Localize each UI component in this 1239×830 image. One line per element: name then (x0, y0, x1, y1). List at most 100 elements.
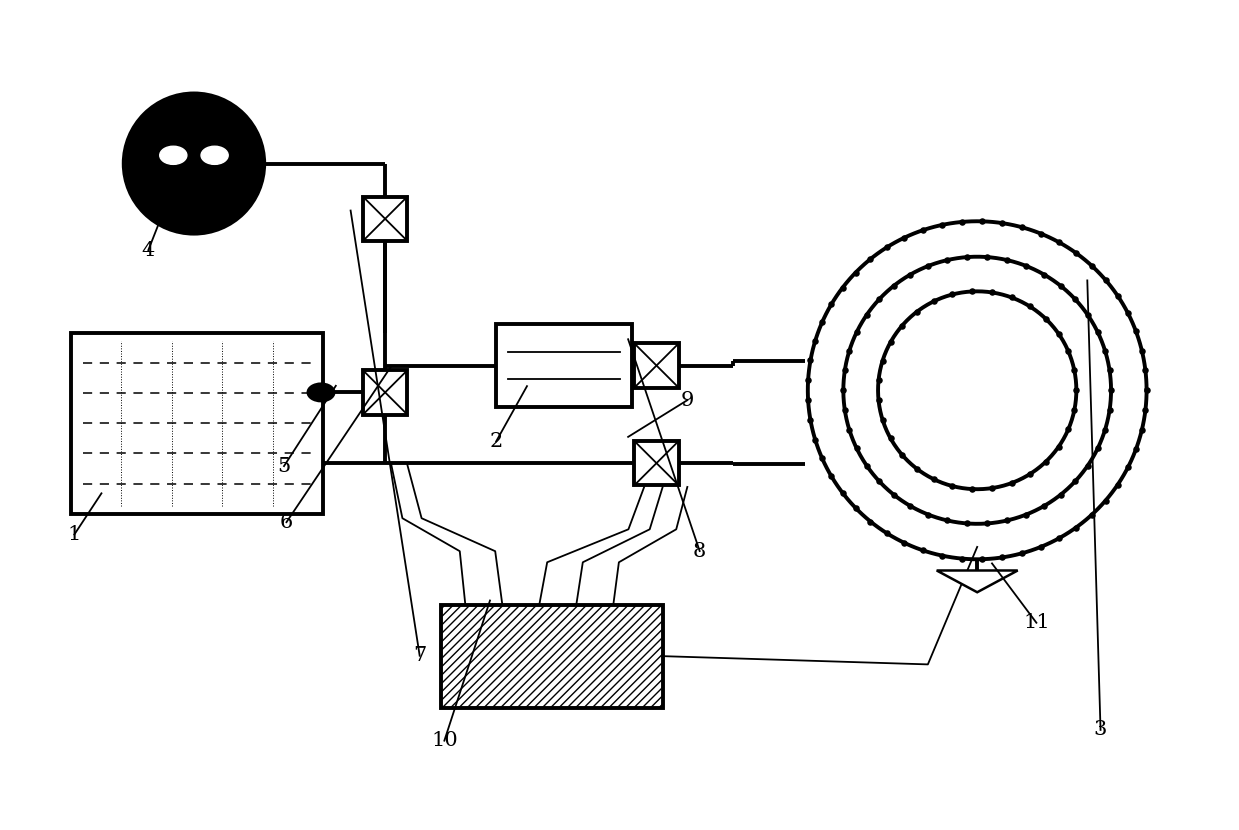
Text: 10: 10 (431, 731, 457, 750)
Point (805, 433, 825, 447)
Point (1048, 440, 1068, 453)
Point (1095, 273, 1115, 286)
Point (856, 459, 876, 472)
Point (872, 354, 892, 368)
Point (907, 305, 927, 319)
Point (1095, 494, 1115, 507)
Point (997, 514, 1017, 527)
Point (963, 482, 983, 496)
Text: 5: 5 (278, 457, 291, 476)
Point (798, 393, 818, 407)
Point (1058, 344, 1078, 358)
Point (1036, 456, 1056, 469)
Point (1051, 488, 1070, 501)
Point (1078, 309, 1098, 322)
Point (1020, 467, 1040, 481)
Point (870, 475, 890, 488)
Circle shape (160, 146, 187, 164)
Point (800, 413, 820, 427)
Point (1100, 403, 1120, 417)
Point (943, 480, 963, 493)
Point (1118, 306, 1137, 320)
Point (869, 374, 888, 387)
Point (958, 517, 978, 530)
Point (895, 536, 914, 549)
Point (918, 508, 938, 521)
Point (813, 452, 833, 465)
Point (1066, 293, 1085, 306)
Point (833, 281, 852, 295)
Point (1066, 475, 1085, 488)
Point (992, 551, 1012, 564)
Point (1118, 461, 1137, 474)
Point (1031, 540, 1051, 554)
Point (923, 472, 943, 486)
Text: 2: 2 (489, 432, 503, 451)
Point (1051, 279, 1070, 292)
Point (938, 514, 958, 527)
Point (870, 293, 890, 306)
Point (800, 354, 820, 367)
Point (881, 432, 901, 445)
Point (869, 393, 888, 407)
Point (805, 334, 825, 348)
Point (1066, 247, 1085, 260)
Point (1095, 423, 1115, 437)
Bar (441, 604, 663, 708)
Point (978, 251, 997, 264)
Point (846, 442, 866, 455)
Point (1126, 442, 1146, 456)
Point (1108, 478, 1127, 491)
Point (1135, 403, 1155, 417)
Point (918, 259, 938, 272)
Point (892, 448, 912, 461)
Text: 11: 11 (1023, 613, 1049, 632)
Point (983, 286, 1002, 299)
Point (983, 481, 1002, 495)
Point (881, 335, 901, 349)
Point (839, 423, 859, 437)
Point (1049, 532, 1069, 545)
Point (846, 325, 866, 339)
Point (1066, 521, 1085, 535)
Point (856, 309, 876, 322)
Point (813, 315, 833, 329)
Point (1088, 442, 1108, 455)
Point (846, 501, 866, 515)
Point (1001, 476, 1021, 490)
Bar (634, 441, 679, 486)
Point (861, 515, 881, 528)
Point (1064, 364, 1084, 377)
Point (872, 413, 892, 427)
Text: 6: 6 (280, 513, 294, 532)
Point (1132, 344, 1152, 357)
Point (1126, 325, 1146, 338)
Text: 3: 3 (1094, 720, 1108, 740)
Point (1048, 327, 1068, 340)
Point (877, 526, 897, 540)
Point (953, 215, 973, 228)
Point (1067, 383, 1087, 397)
Point (1100, 364, 1120, 377)
Point (877, 241, 897, 254)
Text: 4: 4 (141, 241, 155, 260)
Point (1082, 508, 1101, 521)
Point (1082, 259, 1101, 272)
Point (1132, 423, 1152, 437)
Point (1012, 547, 1032, 560)
Point (1088, 325, 1108, 339)
Point (1049, 236, 1069, 249)
Point (973, 553, 992, 566)
Point (1095, 344, 1115, 358)
Point (1020, 300, 1040, 313)
Point (901, 268, 921, 281)
Point (821, 298, 841, 311)
Point (933, 549, 953, 562)
Point (978, 517, 997, 530)
Point (1036, 312, 1056, 325)
Bar (71, 333, 323, 514)
Point (798, 374, 818, 387)
Text: 1: 1 (68, 525, 81, 544)
Point (1101, 383, 1121, 397)
Point (901, 500, 921, 513)
